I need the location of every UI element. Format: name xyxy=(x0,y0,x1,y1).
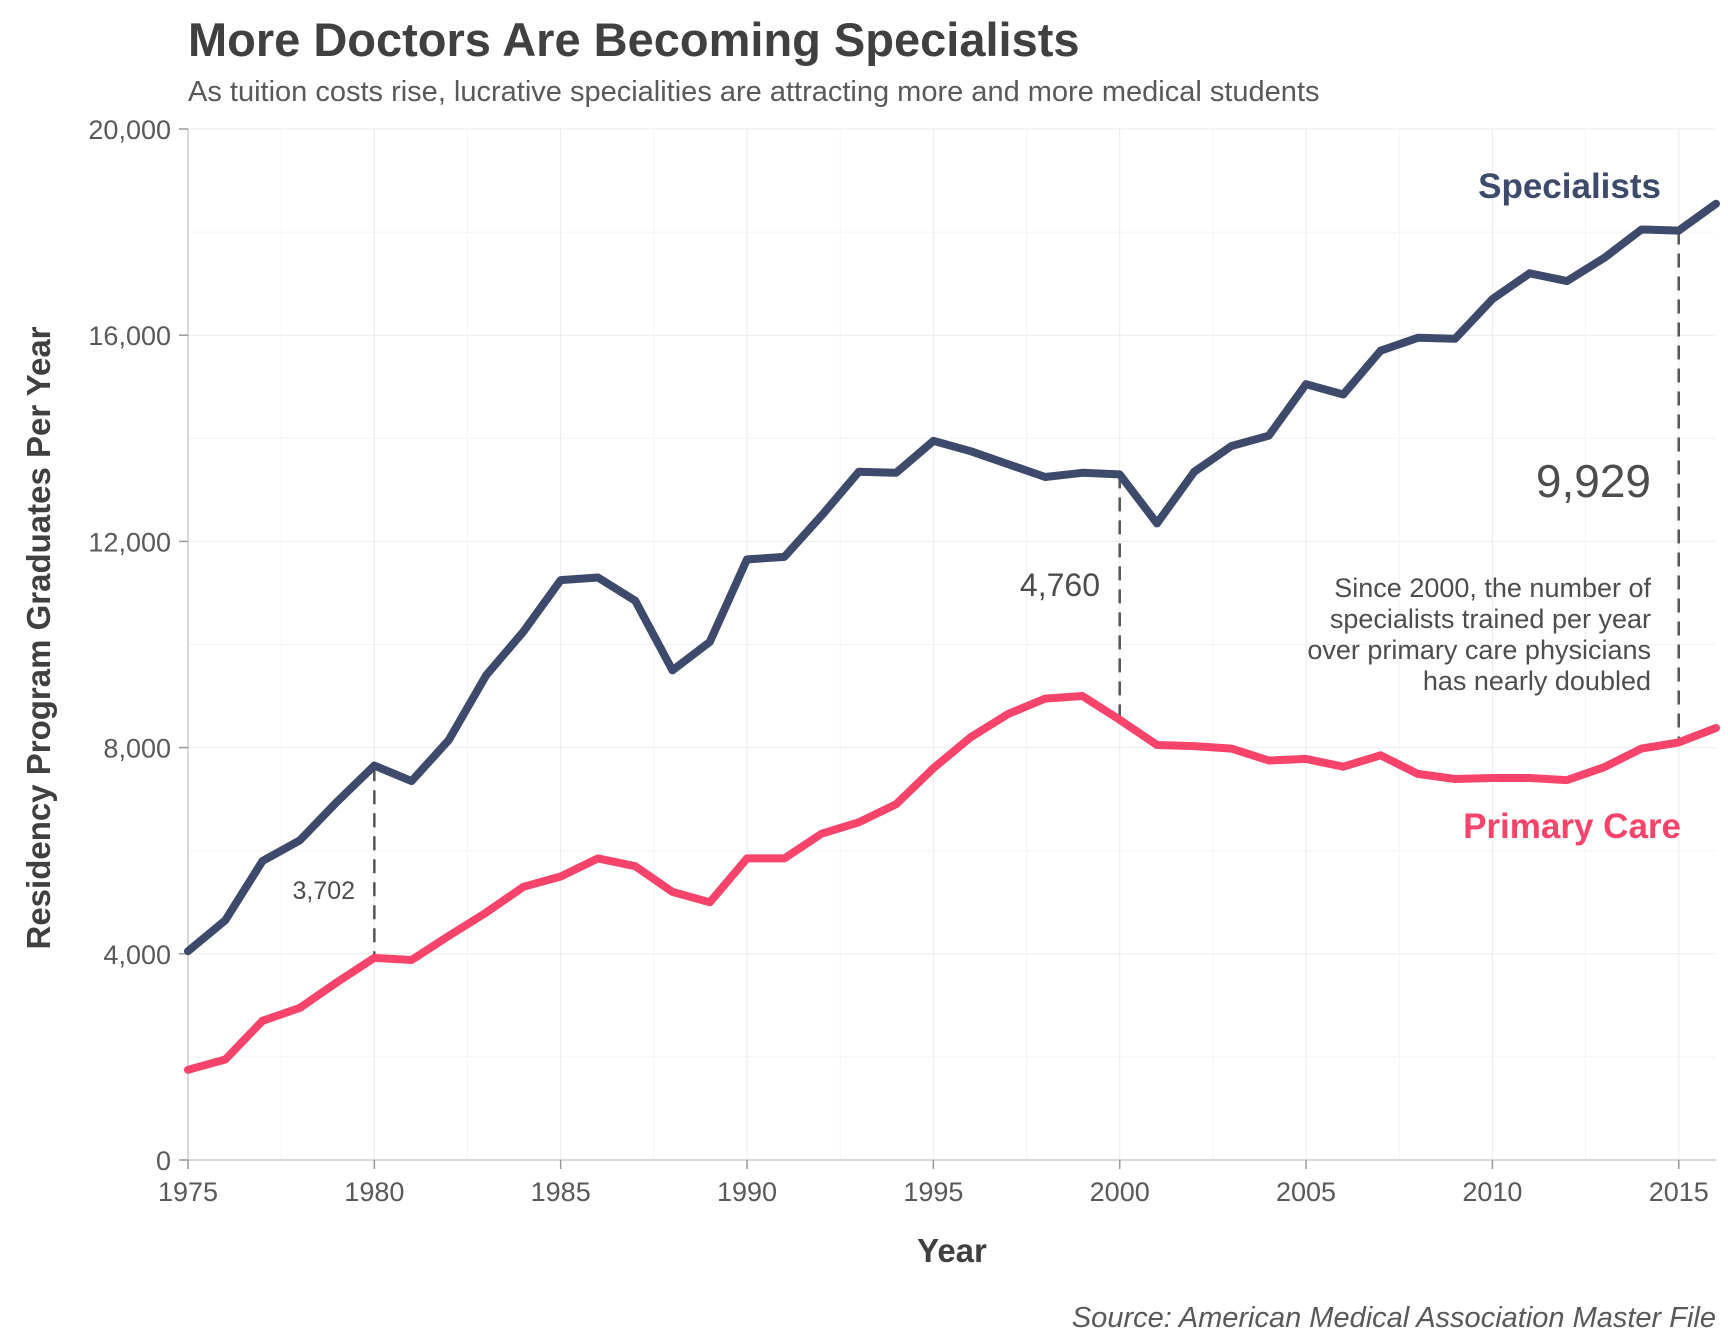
annotation-note-line-4: has nearly doubled xyxy=(1423,666,1651,696)
y-tick-label: 20,000 xyxy=(88,115,171,145)
x-tick-label: 2015 xyxy=(1649,1177,1709,1207)
y-tick-label: 16,000 xyxy=(88,321,171,351)
series-line-primary-care xyxy=(184,692,1720,1074)
x-tick-label: 1980 xyxy=(344,1177,404,1207)
annotation-1980-label: 3,702 xyxy=(292,877,355,905)
y-tick-label: 8,000 xyxy=(103,734,171,764)
annotation-2015-label: 9,929 xyxy=(1536,455,1651,507)
axes xyxy=(187,129,1716,1161)
annotation-note: Since 2000, the number of specialists tr… xyxy=(1307,573,1651,696)
annotation-note-line-3: over primary care physicians xyxy=(1307,635,1651,665)
gap-annotations xyxy=(373,230,1680,958)
chart-title: More Doctors Are Becoming Specialists xyxy=(188,13,1080,66)
x-axis-title: Year xyxy=(917,1232,987,1269)
x-tick-label: 2000 xyxy=(1090,1177,1150,1207)
y-tick-label: 0 xyxy=(156,1146,171,1176)
annotation-2000-label: 4,760 xyxy=(1020,567,1100,603)
x-tick-label: 1990 xyxy=(717,1177,777,1207)
x-axis-ticks: 1975 1980 1985 1990 1995 2000 2005 2010 2015 xyxy=(158,1160,1709,1207)
source-note: Source: American Medical Association Mas… xyxy=(1072,1302,1716,1334)
series-lines xyxy=(184,199,1720,1074)
x-tick-label: 1995 xyxy=(903,1177,963,1207)
series-line-specialists xyxy=(184,199,1720,956)
y-axis-ticks: 0 4,000 8,000 12,000 16,000 20,000 xyxy=(88,115,188,1176)
annotation-note-line-2: specialists trained per year xyxy=(1330,604,1651,634)
x-tick-label: 2010 xyxy=(1462,1177,1522,1207)
y-tick-label: 12,000 xyxy=(88,527,171,557)
series-label-specialists: Specialists xyxy=(1478,167,1661,206)
chart-subtitle: As tuition costs rise, lucrative special… xyxy=(188,76,1320,108)
annotation-note-line-1: Since 2000, the number of xyxy=(1334,573,1651,603)
series-label-primary-care: Primary Care xyxy=(1463,807,1681,846)
x-tick-label: 1985 xyxy=(531,1177,591,1207)
y-tick-label: 4,000 xyxy=(103,940,171,970)
x-tick-label: 2005 xyxy=(1276,1177,1336,1207)
x-tick-label: 1975 xyxy=(158,1177,218,1207)
y-axis-title: Residency Program Graduates Per Year xyxy=(20,326,57,949)
